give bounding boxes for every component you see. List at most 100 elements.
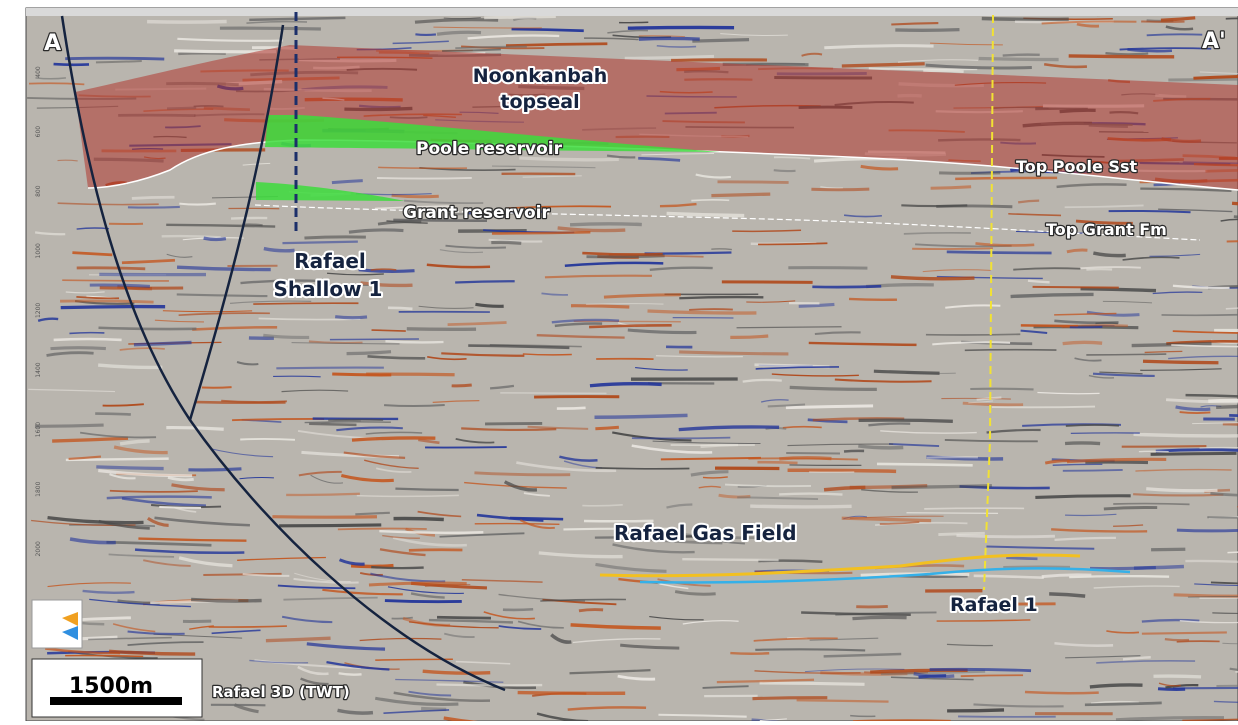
field-label: Rafael Gas Field [614, 521, 797, 545]
reflector [330, 339, 419, 340]
reflector [1090, 568, 1156, 569]
reflector [1211, 582, 1238, 583]
reflector [485, 423, 542, 424]
top-ruler [26, 8, 1238, 16]
reflector [730, 336, 768, 337]
reflector [371, 269, 396, 270]
reflector [147, 22, 227, 23]
reflector [423, 671, 491, 673]
reflector [273, 376, 321, 377]
reflector [858, 446, 903, 448]
reflector [392, 195, 439, 197]
reflector [276, 368, 384, 369]
reflector [178, 53, 226, 54]
reflector [99, 328, 197, 329]
reflector [1223, 424, 1238, 425]
reflector [557, 408, 586, 409]
reflector [503, 609, 533, 610]
time-tick-label: 1000 [35, 243, 42, 258]
reflector [797, 700, 889, 701]
reflector [62, 280, 169, 281]
reflector [242, 224, 262, 225]
well-label: Rafael [294, 249, 366, 273]
reflector [661, 458, 761, 459]
reflector [385, 341, 443, 342]
reflector [582, 505, 622, 506]
reflector [191, 599, 262, 601]
reflector [159, 507, 201, 508]
reflector [859, 420, 953, 421]
reflector [1081, 289, 1156, 291]
reflector [947, 252, 1052, 253]
reflector [1067, 250, 1088, 252]
reflector [1177, 530, 1238, 531]
reflector [892, 486, 992, 488]
reflector [595, 415, 688, 417]
time-tick-label: 2000 [35, 541, 42, 556]
time-tick-label: 1600 [35, 422, 42, 437]
reflector [1226, 18, 1238, 19]
unit-label: topseal [500, 91, 579, 113]
reflector [877, 464, 973, 465]
reflector [1033, 287, 1119, 288]
reflector [1173, 688, 1238, 689]
time-tick-label: 800 [35, 185, 42, 197]
reflector [132, 197, 175, 198]
reflector [332, 374, 391, 375]
reflector [757, 462, 797, 463]
reflector [730, 653, 769, 654]
reflector [309, 424, 356, 425]
well-label: Rafael 1 [950, 594, 1038, 616]
reflector [1146, 489, 1217, 491]
reflector [931, 187, 972, 188]
scale-bar-label: 1500m [69, 674, 153, 699]
reflector [1142, 632, 1227, 633]
reflector [452, 385, 472, 386]
reflector [378, 167, 467, 168]
reflector [786, 406, 873, 408]
reflector [1035, 496, 1130, 498]
reflector [491, 242, 521, 243]
reflector [930, 669, 1031, 670]
reflector [1113, 504, 1189, 505]
reflector [347, 352, 391, 354]
reflector [850, 716, 875, 717]
reflector [755, 649, 865, 650]
horizon-label: Top Poole Sst [1016, 157, 1137, 176]
reflector [1085, 462, 1148, 463]
reflector [209, 626, 287, 627]
reflector [667, 213, 745, 215]
unit-label: Poole reservoir [416, 139, 563, 159]
reflector [220, 28, 321, 29]
reflector [1143, 361, 1218, 363]
time-tick-label: 600 [35, 126, 42, 138]
time-tick-label: 1800 [35, 481, 42, 496]
reflector [240, 439, 295, 440]
reflector [1180, 412, 1211, 413]
survey-label: Rafael 3D (TWT) [212, 683, 350, 701]
reflector [162, 236, 221, 237]
reflector [202, 387, 232, 388]
reflector [305, 422, 391, 423]
reflector [1134, 434, 1238, 436]
reflector [774, 170, 796, 171]
reflector [1151, 453, 1237, 454]
reflector [388, 308, 412, 309]
reflector [384, 405, 445, 406]
reflector [923, 71, 963, 72]
reflector [50, 348, 105, 349]
reflector [1216, 406, 1238, 407]
reflector [926, 334, 1020, 335]
reflector [574, 321, 681, 322]
reflector [492, 232, 590, 233]
reflector [95, 414, 131, 415]
reflector [394, 519, 444, 520]
reflector [395, 489, 458, 490]
reflector [992, 407, 1095, 408]
reflector [692, 40, 749, 42]
reflector [1049, 594, 1085, 596]
reflector [938, 533, 984, 534]
reflector [1122, 446, 1207, 447]
reflector [69, 333, 104, 334]
